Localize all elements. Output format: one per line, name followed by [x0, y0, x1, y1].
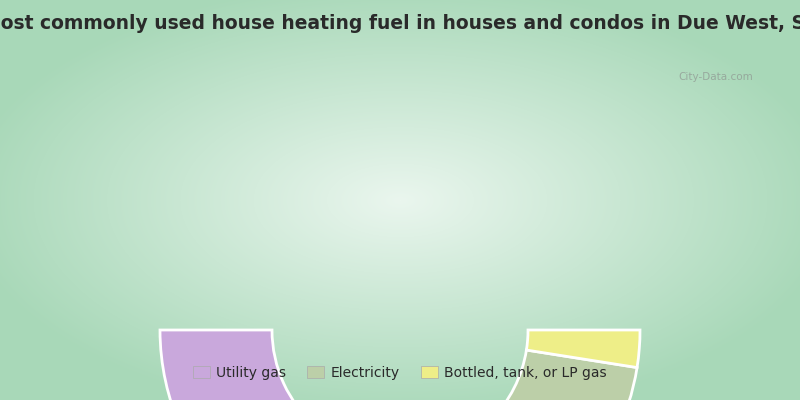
Wedge shape — [526, 330, 640, 368]
Legend: Utility gas, Electricity, Bottled, tank, or LP gas: Utility gas, Electricity, Bottled, tank,… — [187, 360, 613, 385]
Text: City-Data.com: City-Data.com — [678, 72, 754, 82]
Text: Most commonly used house heating fuel in houses and condos in Due West, SC: Most commonly used house heating fuel in… — [0, 14, 800, 33]
Wedge shape — [420, 350, 637, 400]
Wedge shape — [160, 330, 438, 400]
